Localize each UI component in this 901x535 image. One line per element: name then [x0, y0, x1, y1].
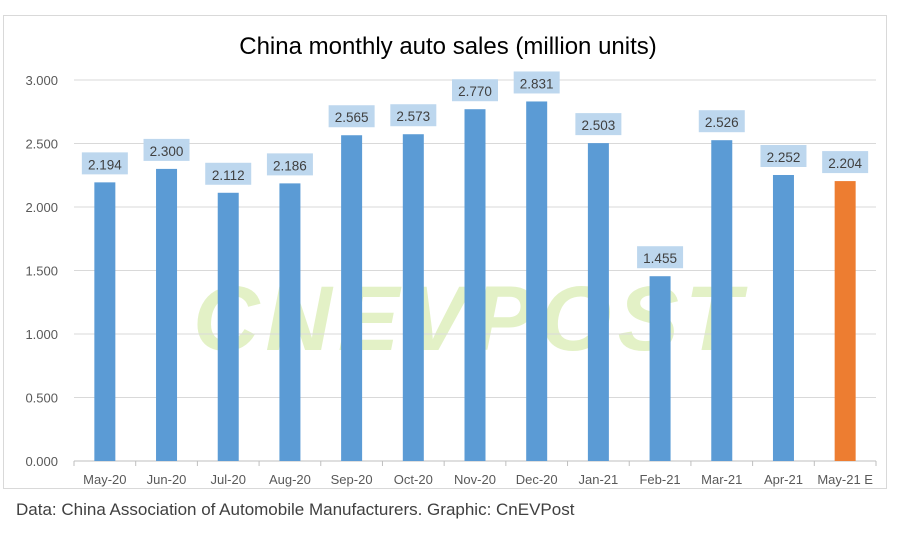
bar [217, 192, 239, 461]
x-tick-label: Mar-21 [701, 472, 742, 487]
x-tick-label: Jan-21 [579, 472, 619, 487]
chart-title: China monthly auto sales (million units) [239, 33, 657, 60]
data-label: 2.526 [705, 115, 739, 130]
data-label: 2.831 [520, 76, 554, 91]
bar [649, 276, 671, 461]
data-label-box [81, 152, 128, 175]
bar [279, 183, 301, 462]
bar [402, 134, 424, 461]
x-tick-label: Nov-20 [454, 472, 496, 487]
data-label-box [513, 71, 560, 94]
data-label-box [760, 144, 807, 167]
data-label-box [390, 104, 437, 127]
chart-frame [3, 15, 887, 489]
x-tick-label: Dec-20 [516, 472, 558, 487]
data-label: 2.252 [767, 150, 801, 165]
bar [587, 143, 609, 461]
data-label-box [452, 79, 498, 102]
x-tick-label: Aug-20 [269, 472, 311, 487]
bar [834, 181, 856, 462]
bar [526, 101, 548, 461]
y-tick-label: 0.000 [25, 454, 58, 469]
x-tick-label: Oct-20 [394, 472, 433, 487]
data-label: 2.573 [396, 109, 430, 124]
x-tick-label: Feb-21 [639, 472, 680, 487]
x-tick-label: Apr-21 [764, 472, 803, 487]
x-tick-label: Jun-20 [147, 472, 187, 487]
bar [156, 168, 178, 461]
x-tick-label: May-20 [83, 472, 126, 487]
y-tick-label: 1.500 [25, 264, 58, 279]
data-label: 2.300 [150, 144, 184, 159]
data-label: 2.770 [458, 84, 492, 99]
data-label: 2.112 [212, 168, 245, 183]
y-tick-label: 1.000 [25, 327, 58, 342]
bar [711, 140, 733, 461]
data-label: 2.194 [88, 157, 122, 172]
y-tick-label: 0.500 [25, 391, 58, 406]
y-tick-label: 3.000 [25, 73, 58, 88]
data-label-box [575, 113, 622, 136]
data-label-box [822, 151, 869, 174]
data-label-box [205, 162, 252, 185]
source-footer: Data: China Association of Automobile Ma… [16, 500, 575, 519]
y-tick-label: 2.500 [25, 137, 58, 152]
bar [772, 174, 794, 461]
x-tick-label: Jul-20 [211, 472, 246, 487]
data-label: 1.455 [643, 251, 677, 266]
data-label-box [328, 105, 375, 128]
data-label: 2.204 [828, 156, 862, 171]
y-tick-label: 2.000 [25, 200, 58, 215]
x-tick-label: May-21 E [817, 472, 873, 487]
bar [94, 182, 116, 461]
bar [464, 109, 486, 462]
x-tick-label: Sep-20 [331, 472, 373, 487]
data-label-box [266, 153, 313, 176]
data-label: 2.565 [335, 110, 369, 125]
bar [341, 135, 363, 461]
data-label-box [637, 246, 684, 269]
data-label-box [698, 110, 745, 133]
data-label-box [143, 138, 190, 161]
data-label: 2.186 [273, 158, 307, 173]
data-label: 2.503 [581, 118, 615, 133]
